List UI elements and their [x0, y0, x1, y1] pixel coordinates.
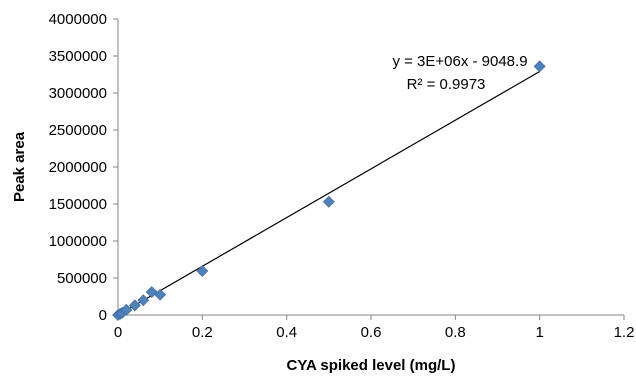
y-tick-label: 2500000 [49, 122, 107, 139]
data-point [533, 60, 546, 73]
y-tick-label: 0 [99, 307, 107, 324]
data-point [196, 265, 209, 277]
y-axis-title: Peak area [11, 131, 28, 202]
x-tick-label: 1 [535, 324, 543, 341]
x-tick-label: 0 [114, 324, 122, 341]
x-tick-label: 0.4 [276, 324, 297, 341]
data-point [137, 294, 150, 307]
y-tick-label: 1000000 [49, 233, 107, 250]
trendline-r-squared: R² = 0.9973 [407, 76, 486, 93]
data-point [154, 288, 167, 301]
y-tick-label: 3000000 [49, 85, 107, 102]
trendline-equation: y = 3E+06x - 9048.9 [392, 53, 527, 70]
y-tick-label: 1500000 [49, 196, 107, 213]
data-point [120, 303, 133, 316]
x-tick-label: 1.2 [614, 324, 635, 341]
y-tick-label: 2000000 [49, 159, 107, 176]
data-point [128, 299, 141, 312]
data-point [322, 195, 335, 208]
y-tick-label: 4000000 [49, 11, 107, 28]
x-tick-label: 0.2 [192, 324, 213, 341]
y-tick-label: 500000 [57, 270, 107, 287]
y-tick-label: 3500000 [49, 48, 107, 65]
y-axis-ticks: 0 500000 1000000 1500000 2000000 2500000 30000… [49, 11, 118, 324]
x-tick-label: 0.8 [445, 324, 466, 341]
x-axis-title: CYA spiked level (mg/L) [287, 357, 456, 374]
data-points [112, 60, 546, 321]
x-axis-ticks: 0 0.2 0.4 0.6 0.8 1 1.2 [114, 315, 635, 341]
x-tick-label: 0.6 [361, 324, 382, 341]
trendline [117, 70, 540, 316]
